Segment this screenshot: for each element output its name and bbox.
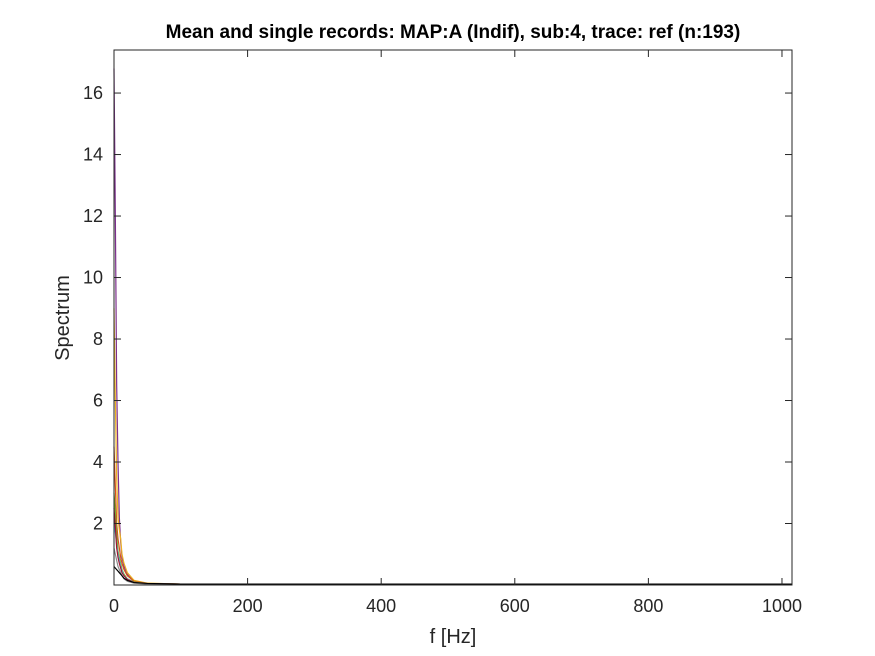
y-tick-label: 10 [83, 268, 103, 288]
y-axis-label: Spectrum [52, 275, 74, 361]
x-tick-label: 0 [109, 596, 119, 616]
y-tick-label: 2 [93, 514, 103, 534]
y-tick-label: 12 [83, 206, 103, 226]
y-tick-label: 14 [83, 145, 103, 165]
x-axis-label: f [Hz] [430, 626, 477, 648]
x-tick-label: 800 [633, 596, 663, 616]
y-tick-label: 8 [93, 329, 103, 349]
x-tick-label: 200 [233, 596, 263, 616]
x-tick-label: 600 [500, 596, 530, 616]
x-tick-label: 1000 [762, 596, 802, 616]
y-tick-label: 6 [93, 391, 103, 411]
axes-layer: 0 200 400 600 800 1000 2 4 6 8 10 12 14 16 [83, 49, 802, 616]
x-tick-label: 400 [366, 596, 396, 616]
y-tick-label: 16 [83, 83, 103, 103]
plot-area [114, 50, 792, 585]
axes-box [113, 49, 793, 586]
y-tick-label: 4 [93, 452, 103, 472]
chart-title: Mean and single records: MAP:A (Indif), … [166, 22, 741, 43]
series-line-8 [113, 566, 792, 585]
